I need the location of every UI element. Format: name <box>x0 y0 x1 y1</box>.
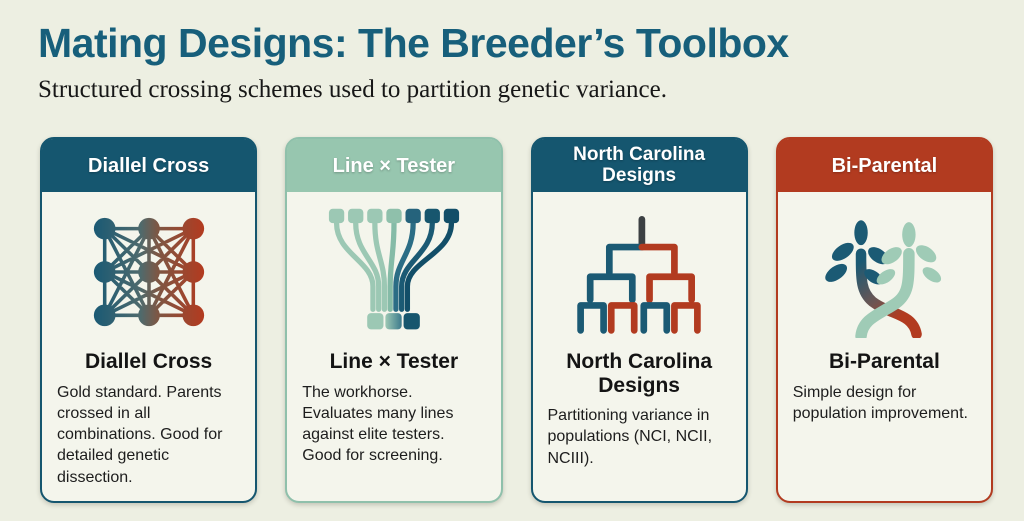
card-header-north-carolina: North Carolina Designs <box>532 139 746 192</box>
north-carolina-hierarchy-icon <box>564 198 714 344</box>
card-body-bi-parental: Bi-Parental Simple design for population… <box>778 192 991 501</box>
card-diallel-cross: Diallel Cross <box>40 137 258 503</box>
card-body-line-tester: Line × Tester The workhorse. Evaluates m… <box>287 192 500 501</box>
card-north-carolina: North Carolina Designs <box>530 137 748 503</box>
card-title-north-carolina: North Carolina Designs <box>566 350 713 397</box>
page-subtitle: Structured crossing schemes used to part… <box>38 76 667 103</box>
card-description-north-carolina: Partitioning variance in populations (NC… <box>547 407 713 467</box>
card-line-tester: Line × Tester <box>285 137 503 503</box>
diallel-network-icon <box>85 198 213 344</box>
card-bi-parental: Bi-Parental <box>775 137 993 503</box>
card-header-line-tester: Line × Tester <box>287 139 501 192</box>
card-description-bi-parental: Simple design for population improvement… <box>792 383 968 422</box>
biparental-crossing-plants-icon <box>817 198 951 344</box>
card-description-diallel: Gold standard. Parents crossed in all co… <box>57 383 223 486</box>
card-header-diallel: Diallel Cross <box>42 139 256 192</box>
card-body-north-carolina: North Carolina Designs Partitioning vari… <box>533 192 746 501</box>
card-title-diallel: Diallel Cross <box>85 350 213 373</box>
page-title: Mating Designs: The Breeder’s Toolbox <box>38 20 789 66</box>
cards-row: Diallel Cross <box>40 137 993 503</box>
line-tester-funnel-icon <box>327 198 461 344</box>
card-title-line-tester: Line × Tester <box>329 350 459 373</box>
card-body-diallel: Diallel Cross Gold standard. Parents cro… <box>42 192 255 501</box>
card-header-bi-parental: Bi-Parental <box>777 139 991 192</box>
card-description-line-tester: The workhorse. Evaluates many lines agai… <box>302 383 454 465</box>
card-title-bi-parental: Bi-Parental <box>828 350 940 373</box>
